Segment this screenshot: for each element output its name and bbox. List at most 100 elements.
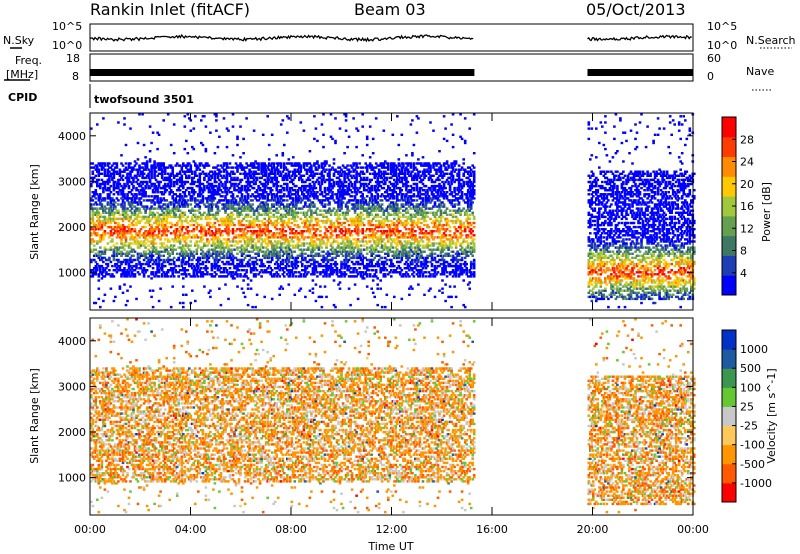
power-cell-814 (135, 174, 138, 177)
power-cell-155 (99, 305, 102, 309)
power-cell-4458 (343, 221, 346, 225)
power-cell-356 (109, 184, 113, 188)
power-cell-1133 (153, 170, 156, 173)
power-cell-1526 (177, 275, 180, 278)
power-cell-1516 (175, 205, 179, 208)
power-cell-956 (144, 234, 147, 237)
power-cell-1589 (180, 225, 184, 229)
power-cell-1741 (189, 275, 193, 278)
power-cell-3982 (314, 180, 318, 184)
power-cell-2004 (204, 215, 208, 219)
power-cell-2704 (243, 172, 247, 175)
power-cell-1508 (175, 236, 179, 239)
power-cell-1167 (156, 262, 159, 266)
freq-trace (90, 69, 693, 76)
power-cell-1138 (153, 160, 156, 163)
power-cell-1796 (192, 264, 196, 268)
power-cell-279 (105, 180, 108, 184)
power-cell-4700 (356, 244, 360, 247)
power-cell-4779 (361, 232, 364, 235)
power-cell-1874 (197, 223, 200, 227)
power-cell-2843 (251, 180, 254, 184)
power-cell-1860 (195, 174, 199, 177)
power-cell-1609 (182, 293, 185, 296)
power-cell-184 (99, 164, 102, 167)
power-cell-2050 (207, 223, 211, 227)
power-cell-2402 (227, 248, 230, 251)
power-cell-240 (103, 269, 107, 272)
power-cell-2377 (225, 215, 229, 219)
power-cell-482 (117, 180, 120, 184)
power-cell-2031 (206, 199, 209, 202)
power-cell-1890 (198, 258, 202, 262)
power-cell-1920 (200, 252, 203, 255)
power-cell-862 (138, 193, 141, 196)
power-cell-4269 (332, 238, 336, 241)
power-cell-2567 (236, 168, 239, 171)
power-cell-1697 (185, 139, 188, 143)
power-cell-2685 (243, 250, 247, 253)
power-cell-4612 (352, 256, 355, 260)
power-cell-247 (103, 232, 107, 235)
power-cell-4166 (326, 230, 330, 233)
power-cell-2791 (248, 168, 251, 171)
power-cell-3258 (275, 250, 278, 253)
power-cell-1626 (182, 225, 185, 229)
power-cell-1123 (153, 201, 156, 204)
power-cell-2667 (242, 232, 245, 235)
power-cell-2629 (240, 260, 244, 264)
power-cell-1346 (165, 221, 168, 225)
power-cell-618 (124, 230, 128, 233)
power-cell-1617 (182, 256, 185, 260)
power-cell-2096 (210, 269, 214, 272)
power-cell-117 (96, 193, 99, 196)
power-cell-1135 (153, 166, 156, 169)
power-cell-1155 (154, 195, 158, 198)
power-cell-2113 (210, 197, 214, 200)
cpid-label: CPID (8, 91, 37, 104)
power-cell-179 (99, 193, 102, 196)
power-cell-902 (141, 195, 144, 198)
power-cell-1881 (197, 195, 200, 198)
power-cell-1405 (168, 174, 171, 177)
power-cell-1576 (178, 164, 182, 167)
power-cell-1828 (194, 205, 197, 208)
power-cell-82 (94, 252, 98, 255)
freq-tick-top: 18 (66, 52, 80, 65)
power-cell-1996 (204, 256, 208, 260)
power-cell-4114 (323, 225, 327, 229)
power-cell-1923 (200, 240, 203, 243)
power-cell-616 (124, 236, 128, 239)
power-cell-4915 (368, 172, 372, 175)
power-cell-294 (106, 197, 110, 200)
power-cell-1243 (159, 186, 162, 190)
power-cell-1118 (153, 221, 156, 225)
power-cell-642 (126, 232, 129, 235)
power-cell-2504 (233, 273, 236, 276)
power-cell-3296 (276, 236, 280, 239)
power-cell-2542 (234, 162, 238, 165)
power-cell-846 (138, 256, 141, 260)
power-cell-2038 (206, 162, 209, 165)
power-cell-3240 (273, 209, 277, 212)
power-cell-2230 (216, 191, 220, 194)
power-cell-588 (123, 211, 126, 214)
power-cell-4550 (347, 209, 351, 212)
power-cell-2020 (206, 250, 209, 253)
power-cell-3544 (290, 252, 294, 255)
power-cell-2979 (260, 238, 263, 241)
power-cell-4539 (347, 258, 351, 262)
power-cell-1758 (189, 182, 193, 186)
power-cell-909 (141, 176, 144, 180)
power-cell-2030 (206, 201, 209, 204)
power-cell-2361 (224, 168, 227, 171)
power-cell-504 (118, 189, 122, 192)
power-cell-1225 (157, 133, 161, 136)
power-cell-2893 (254, 191, 257, 194)
power-cell-4383 (338, 178, 342, 182)
power-cell-662 (127, 267, 131, 270)
power-cell-602 (123, 123, 126, 126)
power-cell-4861 (365, 176, 369, 180)
power-cell-2048 (207, 230, 211, 233)
power-cell-3475 (286, 176, 289, 180)
